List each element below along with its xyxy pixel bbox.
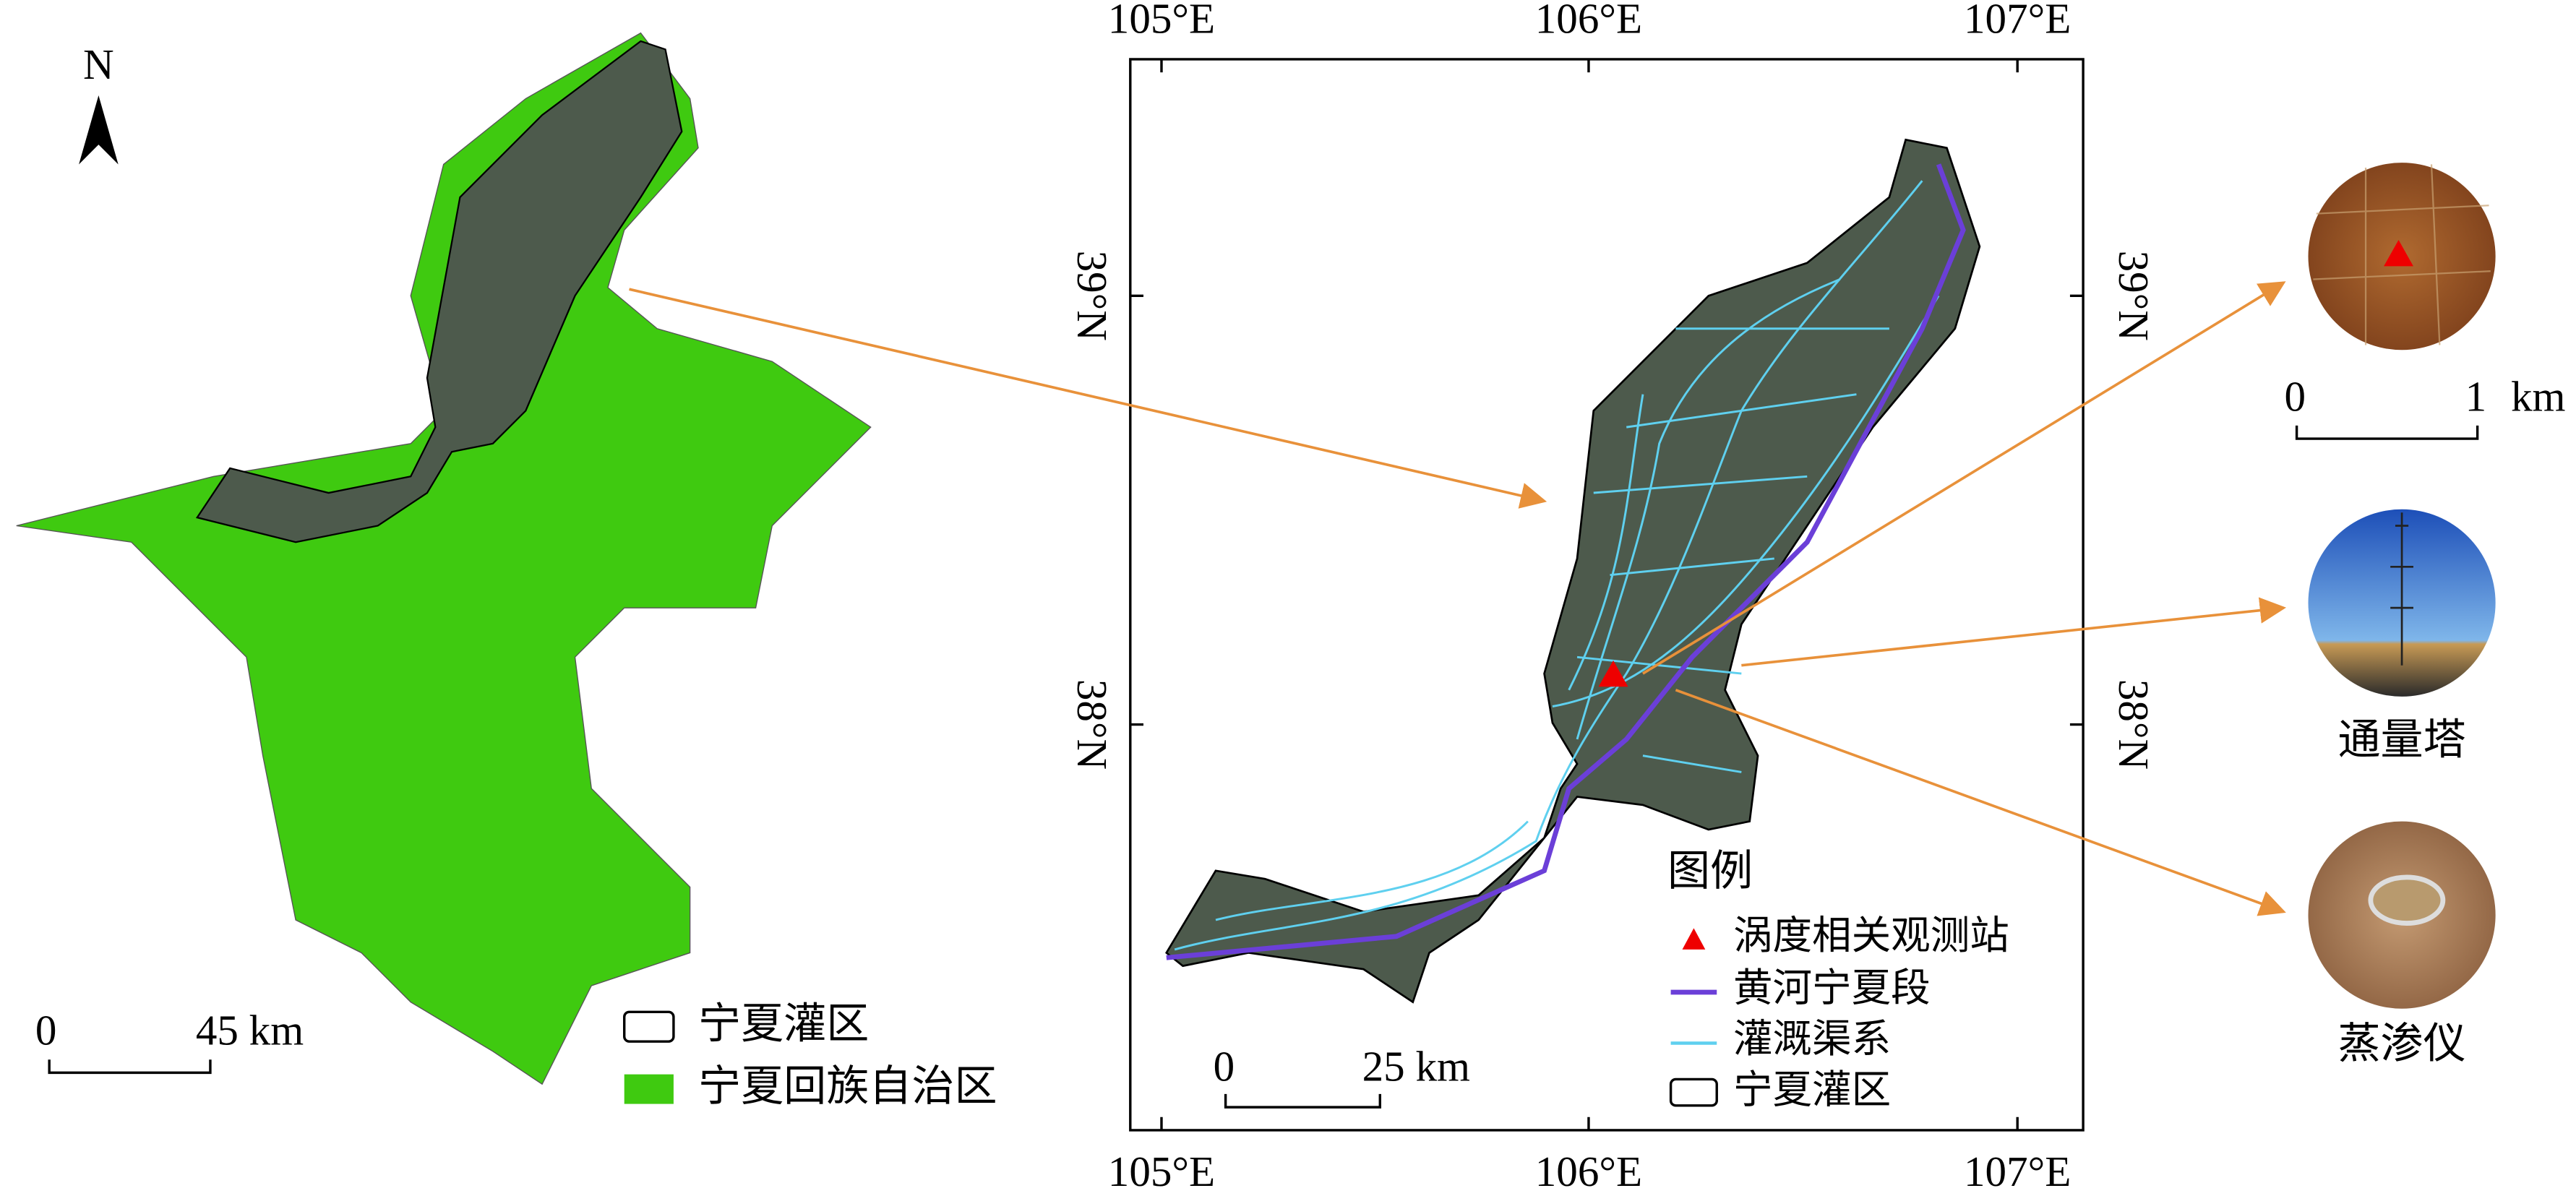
scale-start: 0	[35, 1007, 57, 1054]
legend-label: 灌溉渠系	[1733, 1017, 1891, 1061]
inset-label: 蒸渗仪	[2337, 1020, 2465, 1067]
yellow-river	[1166, 163, 1966, 960]
north-label: N	[83, 40, 114, 88]
legend-swatch	[1682, 928, 1706, 950]
lon-label: 107°E	[1964, 1148, 2071, 1195]
legend-swatch	[624, 1074, 674, 1104]
irrigation-area	[1165, 138, 1981, 1004]
lat-label: 39°N	[1068, 251, 1116, 341]
legend-label: 宁夏灌区	[698, 1000, 869, 1048]
lat-label: 38°N	[1068, 679, 1116, 770]
scale-start: 0	[2285, 372, 2306, 420]
lat-label: 39°N	[2110, 251, 2158, 341]
lat-label: 38°N	[2110, 679, 2158, 770]
inset-station	[2384, 239, 2413, 267]
legend-label: 宁夏灌区	[1733, 1067, 1891, 1111]
legend-swatch	[623, 1010, 675, 1043]
north-arrow	[79, 95, 119, 165]
scale-bar	[48, 1059, 212, 1075]
lon-label: 107°E	[1964, 0, 2071, 43]
station-marker	[1598, 660, 1628, 687]
legend-label: 涡度相关观测站	[1733, 913, 2009, 958]
arrows	[629, 281, 2287, 916]
scale-start: 0	[1214, 1043, 1235, 1090]
scale-bar	[2295, 425, 2479, 440]
lon-label: 105°E	[1108, 1148, 1215, 1195]
scale-end: 25 km	[1362, 1043, 1470, 1090]
canals	[1174, 180, 1940, 951]
legend-swatch	[1669, 1077, 1718, 1107]
field-lines	[2313, 164, 2491, 345]
scale-unit: km	[2511, 372, 2566, 420]
scale-bar	[1224, 1093, 1381, 1109]
inset-label: 通量塔	[2337, 715, 2465, 763]
tower	[2390, 512, 2413, 666]
lon-label: 106°E	[1535, 0, 1642, 43]
scale-end: 45 km	[196, 1007, 304, 1054]
province	[16, 32, 872, 1085]
legend-title: 图例	[1667, 847, 1753, 895]
irrigation-area	[195, 40, 683, 543]
legend-label: 宁夏回族自治区	[698, 1062, 997, 1110]
lon-label: 106°E	[1535, 1148, 1642, 1195]
scale-end: 1	[2465, 372, 2487, 420]
frame-ticks	[1130, 59, 2084, 1130]
legend-label: 黄河宁夏段	[1733, 966, 1931, 1010]
lysimeter	[2368, 874, 2446, 926]
lon-label: 105°E	[1108, 0, 1215, 43]
